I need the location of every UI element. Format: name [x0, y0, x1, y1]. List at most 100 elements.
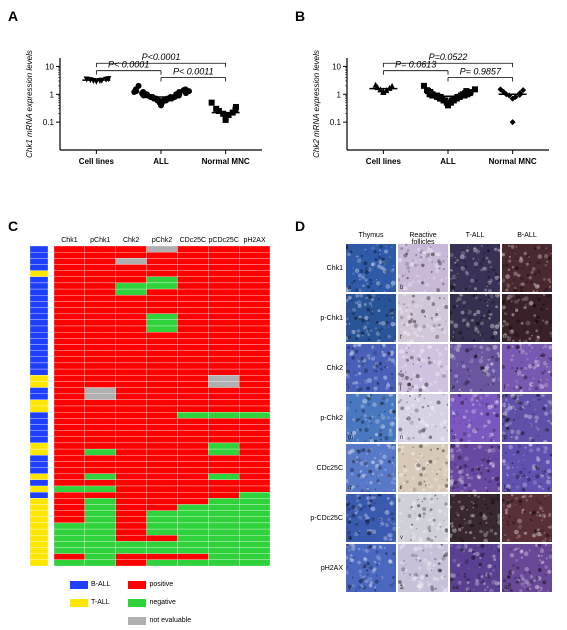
svg-text:CDc25C: CDc25C: [180, 237, 206, 244]
micrograph-cell-label: s: [452, 485, 455, 491]
panel-c-legend: B-ALLT-ALL positivenegativenot evaluable: [70, 576, 270, 630]
micrograph-row-label: p-Chk1: [310, 294, 346, 342]
svg-text:Chk1 mRNA expression levels: Chk1 mRNA expression levels: [25, 50, 34, 158]
micrograph-cell-label: w: [452, 535, 456, 541]
micrograph-cell-label: l: [504, 385, 505, 391]
micrograph-cell: w: [450, 494, 500, 542]
svg-text:pChk2: pChk2: [152, 237, 172, 244]
micrograph-cell-label: a: [348, 285, 351, 291]
panel-c-heatmap: Chk1 pChk1 Chk2 pChk2 CDc25CpCDc25C pH2AX: [30, 232, 270, 572]
micrograph-cell-label: t: [504, 485, 506, 491]
svg-text:P< 0.0011: P< 0.0011: [173, 66, 214, 76]
micrograph-row-label: p-CDc25C: [310, 494, 346, 542]
micrograph-cell: q: [346, 444, 396, 492]
svg-text:pChk1: pChk1: [90, 237, 110, 244]
svg-text:1: 1: [50, 90, 55, 99]
micrograph-cell: x: [502, 494, 552, 542]
micrograph-cell-label: h: [504, 335, 507, 341]
micrograph-cell: b: [398, 244, 448, 292]
micrograph-cell: i: [346, 344, 396, 392]
micrograph-cell-label: v: [400, 535, 403, 541]
micrograph-cell: k: [450, 344, 500, 392]
legend-item: T-ALL: [70, 594, 118, 612]
micrograph-cell: v: [398, 494, 448, 542]
micrograph-cell: z: [398, 544, 448, 592]
svg-text:10: 10: [332, 62, 341, 71]
micrograph-cell: ab: [502, 544, 552, 592]
micrograph-cell-label: g: [452, 335, 455, 341]
legend-item: B-ALL: [70, 576, 118, 594]
svg-text:pH2AX: pH2AX: [243, 237, 266, 244]
svg-text:Cell lines: Cell lines: [79, 157, 115, 166]
micrograph-cell: l: [502, 344, 552, 392]
micrograph-col-header: B-ALL: [502, 232, 552, 239]
svg-text:Chk2 mRNA expression levels: Chk2 mRNA expression levels: [312, 50, 321, 158]
svg-text:Chk1: Chk1: [61, 237, 77, 244]
micrograph-cell: p: [502, 394, 552, 442]
micrograph-cell-label: z: [400, 585, 403, 591]
svg-text:P= 0.0613: P= 0.0613: [395, 60, 436, 70]
scatter-svg: 0.1 1 10 Chk2 mRNA expression levels Cell li…: [307, 18, 557, 178]
micrograph-row-label: Chk1: [310, 244, 346, 292]
panel-d-grid: ThymusReactive folliclesT-ALLB-ALLChk1ab…: [310, 232, 560, 602]
svg-text:0.1: 0.1: [330, 118, 342, 127]
legend-item: positive: [128, 576, 199, 594]
micrograph-cell-label: i: [348, 385, 349, 391]
micrograph-cell-label: j: [400, 385, 401, 391]
micrograph-cell: d: [502, 244, 552, 292]
svg-text:pCDc25C: pCDc25C: [209, 237, 239, 244]
micrograph-row-label: Chk2: [310, 344, 346, 392]
scatter-svg: 0.1 1 10 Chk1 mRNA expression levels Cell li…: [20, 18, 270, 178]
svg-text:1: 1: [337, 90, 342, 99]
micrograph-cell: y: [346, 544, 396, 592]
micrograph-cell-label: b: [400, 285, 403, 291]
micrograph-cell: t: [502, 444, 552, 492]
svg-text:ALL: ALL: [153, 157, 169, 166]
svg-text:Normal MNC: Normal MNC: [202, 157, 250, 166]
micrograph-cell: c: [450, 244, 500, 292]
micrograph-cell: r: [398, 444, 448, 492]
svg-text:0.1: 0.1: [43, 118, 55, 127]
micrograph-cell-label: e: [348, 335, 351, 341]
micrograph-cell: j: [398, 344, 448, 392]
micrograph-cell-label: p: [504, 435, 507, 441]
micrograph-cell-label: x: [504, 535, 507, 541]
micrograph-cell: o: [450, 394, 500, 442]
micrograph-row-label: pH2AX: [310, 544, 346, 592]
legend-item: not evaluable: [128, 612, 199, 630]
micrograph-cell-label: d: [504, 285, 507, 291]
micrograph-col-header: Thymus: [346, 232, 396, 239]
svg-text:ALL: ALL: [440, 157, 456, 166]
panel-a-chart: 0.1 1 10 Chk1 mRNA expression levels Cell li…: [20, 18, 270, 178]
panel-c-label: C: [8, 218, 18, 234]
micrograph-cell-label: n: [400, 435, 403, 441]
micrograph-cell: s: [450, 444, 500, 492]
micrograph-cell-label: m: [348, 435, 353, 441]
micrograph-cell: f: [398, 294, 448, 342]
micrograph-row-label: p-Chk2: [310, 394, 346, 442]
legend-item: negative: [128, 594, 199, 612]
svg-text:Cell lines: Cell lines: [366, 157, 402, 166]
svg-text:10: 10: [45, 62, 54, 71]
micrograph-cell-label: u: [348, 535, 351, 541]
panel-a-label: A: [8, 8, 18, 24]
svg-text:Normal MNC: Normal MNC: [489, 157, 537, 166]
micrograph-cell: e: [346, 294, 396, 342]
micrograph-cell: u: [346, 494, 396, 542]
micrograph-cell-label: ab: [504, 585, 511, 591]
micrograph-cell-label: o: [452, 435, 455, 441]
micrograph-cell-label: aa: [452, 585, 459, 591]
svg-text:P< 0.0001: P< 0.0001: [108, 60, 149, 70]
micrograph-cell-label: c: [452, 285, 455, 291]
micrograph-cell: h: [502, 294, 552, 342]
micrograph-cell-label: r: [400, 485, 402, 491]
svg-text:Chk2: Chk2: [123, 237, 139, 244]
micrograph-cell: a: [346, 244, 396, 292]
panel-b-label: B: [295, 8, 305, 24]
micrograph-cell-label: y: [348, 585, 351, 591]
micrograph-cell: n: [398, 394, 448, 442]
svg-text:P= 0.9857: P= 0.9857: [460, 66, 502, 76]
micrograph-cell-label: f: [400, 335, 402, 341]
micrograph-cell: g: [450, 294, 500, 342]
micrograph-cell: aa: [450, 544, 500, 592]
